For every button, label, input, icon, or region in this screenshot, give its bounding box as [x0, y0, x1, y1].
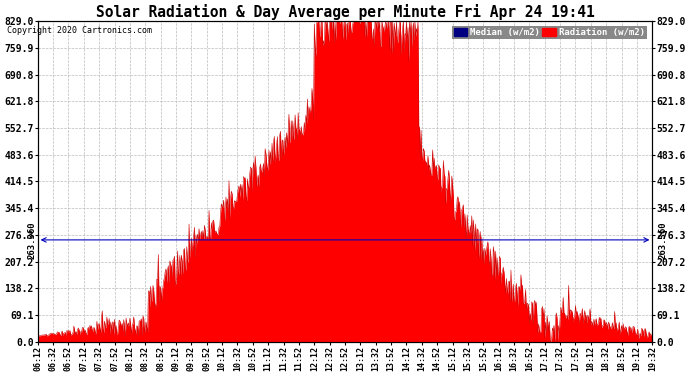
Text: Copyright 2020 Cartronics.com: Copyright 2020 Cartronics.com — [7, 26, 152, 35]
Text: 263.360: 263.360 — [658, 221, 667, 259]
Text: 263.360: 263.360 — [27, 221, 36, 259]
Legend: Median (w/m2), Radiation (w/m2): Median (w/m2), Radiation (w/m2) — [452, 27, 647, 39]
Title: Solar Radiation & Day Average per Minute Fri Apr 24 19:41: Solar Radiation & Day Average per Minute… — [96, 4, 594, 20]
